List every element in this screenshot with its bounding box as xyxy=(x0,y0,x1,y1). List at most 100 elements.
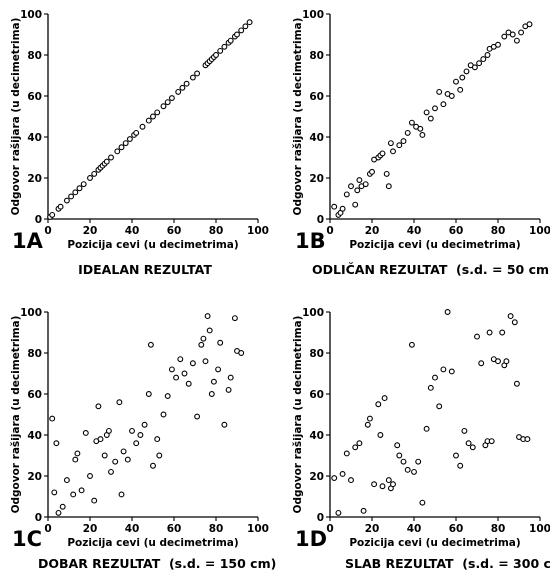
data-point xyxy=(179,84,186,91)
data-point xyxy=(524,436,531,443)
x-tick-label: 40 xyxy=(125,523,140,535)
y-tick-label: 60 xyxy=(309,389,324,401)
data-point xyxy=(206,327,213,334)
scatter-panel-1c: 0 20 40 60 80 100 0 20 40 60 80 100 Pozicija cevi (u… xyxy=(10,307,276,571)
data-point xyxy=(457,86,464,93)
x-tick-label: 20 xyxy=(83,523,98,535)
data-point xyxy=(356,177,363,184)
data-point xyxy=(173,374,180,381)
data-point xyxy=(419,132,426,138)
data-point xyxy=(87,473,93,479)
data-point xyxy=(448,368,455,375)
data-point xyxy=(68,193,75,200)
y-tick-label: 0 xyxy=(317,214,324,226)
y-axis-label: Odgovor rašijara (u decimetrima) xyxy=(292,18,304,216)
y-axis-label: Odgovor rašijara (u decimetrima) xyxy=(10,18,22,216)
y-tick-label: 20 xyxy=(27,471,42,483)
x-tick-label: 60 xyxy=(167,225,182,237)
y-tick-label: 40 xyxy=(27,132,42,144)
data-point xyxy=(432,105,438,112)
y-tick-label: 40 xyxy=(309,132,324,144)
y-axis-label: Odgovor rašijara (u decimetrima) xyxy=(292,316,304,514)
data-point xyxy=(225,386,232,393)
data-point xyxy=(400,138,407,145)
data-point xyxy=(371,481,378,488)
data-point xyxy=(484,52,491,58)
data-point xyxy=(95,403,102,410)
data-point xyxy=(383,170,390,177)
x-tick-label: 80 xyxy=(209,225,224,237)
data-point xyxy=(419,499,426,506)
data-point xyxy=(217,339,224,346)
y-tick-label: 20 xyxy=(309,173,324,185)
data-point xyxy=(457,462,464,469)
data-point xyxy=(215,366,222,373)
data-point xyxy=(126,136,133,143)
data-point xyxy=(91,497,98,504)
data-point xyxy=(469,444,476,451)
data-point xyxy=(465,440,472,447)
data-point xyxy=(396,142,403,149)
data-point xyxy=(204,313,211,320)
x-tick-label: 60 xyxy=(449,523,464,535)
data-point xyxy=(101,452,108,459)
x-tick-label: 0 xyxy=(44,225,51,237)
data-point xyxy=(154,109,161,116)
data-point xyxy=(91,170,98,177)
data-point xyxy=(390,148,396,155)
data-point xyxy=(423,425,430,432)
data-point xyxy=(377,432,384,438)
data-point xyxy=(343,450,350,457)
data-point xyxy=(375,401,382,408)
data-point xyxy=(362,181,369,188)
data-point xyxy=(480,56,487,63)
data-point xyxy=(474,333,480,340)
y-tick-label: 100 xyxy=(302,307,324,319)
data-point xyxy=(59,503,66,510)
data-point xyxy=(427,115,434,122)
scatter-panel-1a: 0 20 40 60 80 100 0 20 40 60 80 100 Pozicija cevi (u… xyxy=(10,9,269,277)
y-tick-label: 100 xyxy=(302,9,324,21)
data-point xyxy=(385,183,392,190)
x-tick-label: 80 xyxy=(491,523,506,535)
y-tick-label: 20 xyxy=(27,173,42,185)
y-tick-label: 40 xyxy=(309,430,324,442)
x-tick-label: 40 xyxy=(407,225,422,237)
data-point xyxy=(348,183,354,190)
panel-label: 1B xyxy=(295,229,326,253)
panel-caption: DOBAR REZULTAT (s.d. = 150 cm) xyxy=(38,556,276,571)
data-point xyxy=(108,154,114,161)
data-point xyxy=(164,99,171,106)
data-point xyxy=(139,123,146,130)
data-point xyxy=(499,329,506,336)
data-point xyxy=(476,60,483,67)
data-point xyxy=(360,507,367,514)
data-point xyxy=(486,329,493,336)
data-point xyxy=(503,358,510,365)
data-point xyxy=(411,468,417,475)
x-tick-label: 60 xyxy=(449,225,464,237)
data-point xyxy=(74,450,81,457)
data-point xyxy=(112,458,119,465)
data-point xyxy=(133,440,140,447)
data-point xyxy=(200,335,207,342)
data-point xyxy=(213,52,219,58)
data-point xyxy=(221,421,228,428)
data-point xyxy=(343,191,350,198)
data-point xyxy=(72,456,79,463)
data-point xyxy=(147,341,154,348)
data-point xyxy=(427,384,434,391)
data-point xyxy=(185,380,192,387)
panel-caption: SLAB REZULTAT (s.d. = 300 cm) xyxy=(345,556,550,571)
x-tick-label: 100 xyxy=(529,225,550,237)
data-point xyxy=(221,43,228,50)
data-point xyxy=(55,509,62,516)
data-point xyxy=(122,140,129,147)
data-point xyxy=(150,462,156,469)
y-tick-label: 60 xyxy=(27,389,42,401)
data-point xyxy=(105,427,112,434)
data-point xyxy=(124,456,131,463)
x-axis-label: Pozicija cevi (u decimetrima) xyxy=(349,537,520,549)
data-point xyxy=(417,125,424,132)
data-point xyxy=(518,29,525,36)
